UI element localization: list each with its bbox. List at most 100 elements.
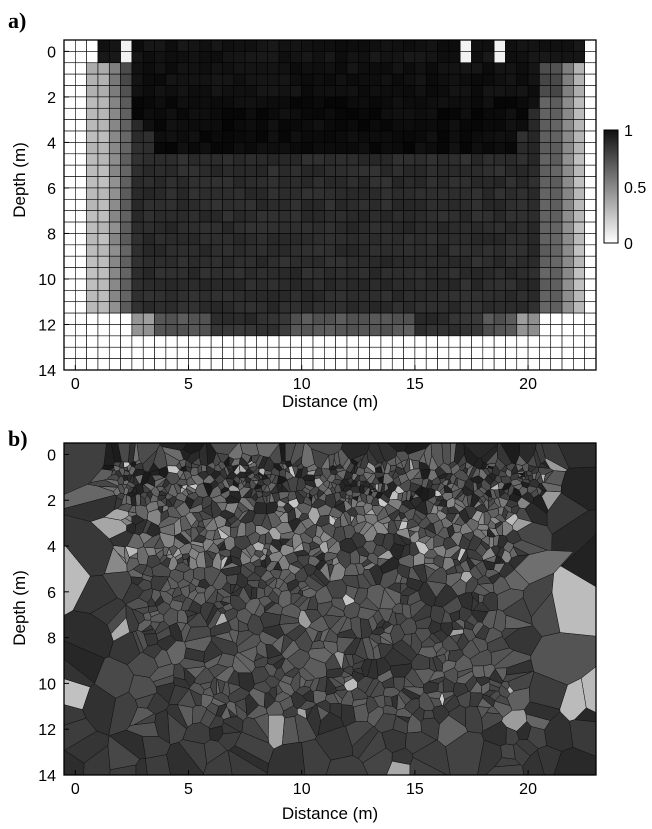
heatmap-cell [380,290,393,303]
heatmap-cell [233,51,246,64]
heatmap-cell [165,255,178,268]
heatmap-cell [256,301,269,314]
heatmap-cell [290,290,303,303]
voronoi-cell [264,675,281,689]
heatmap-cell [493,244,506,257]
heatmap-cell [471,119,484,132]
heatmap-cell [199,164,212,177]
heatmap-cell [584,301,597,314]
heatmap-cell [414,301,427,314]
heatmap-cell [516,176,529,189]
voronoi-cell [412,739,451,775]
heatmap-cell [482,346,495,359]
heatmap-cell [154,107,167,120]
voronoi-cell [272,561,283,571]
heatmap-cell [335,290,348,303]
heatmap-cell [165,221,178,234]
heatmap-cell [301,96,314,109]
heatmap-cell [573,153,585,166]
heatmap-cell [448,335,461,348]
heatmap-cell [335,324,348,337]
voronoi-cell [469,475,485,484]
heatmap-cell [459,210,472,223]
heatmap-cell [459,290,472,303]
panel-b-y-tick-label: 2 [47,493,56,510]
heatmap-cell [176,142,189,155]
heatmap-cell [142,346,155,359]
heatmap-cell [63,85,76,98]
panel-b-x-tick-label: 0 [71,781,80,798]
heatmap-cell [75,267,87,280]
heatmap-cell [120,164,133,177]
heatmap-cell [550,62,563,75]
voronoi-cell [441,610,453,624]
heatmap-cell [539,210,552,223]
heatmap-cell [527,233,540,246]
heatmap-cell [86,267,99,280]
heatmap-cell [233,130,246,143]
heatmap-cell [97,335,110,348]
heatmap-cell [380,130,393,143]
heatmap-cell [222,267,235,280]
heatmap-cell [108,199,121,211]
heatmap-cell [493,107,506,120]
voronoi-cell [202,538,214,552]
heatmap-cell [482,210,495,223]
heatmap-cell [233,255,246,268]
heatmap-cell [324,346,336,359]
panel-a-cells [63,39,597,371]
voronoi-cell [317,601,333,617]
heatmap-cell [357,278,370,291]
heatmap-cell [527,164,540,177]
heatmap-cell [120,51,133,64]
heatmap-cell [527,85,540,98]
voronoi-cell [113,461,121,467]
heatmap-cell [573,130,585,143]
heatmap-cell [324,51,336,64]
voronoi-cell [344,563,359,576]
voronoi-cell [442,694,456,707]
voronoi-cell [448,460,458,469]
heatmap-cell [154,301,167,314]
heatmap-cell [267,255,280,268]
heatmap-cell [391,130,404,143]
heatmap-cell [301,221,314,234]
heatmap-cell [75,358,87,371]
heatmap-cell [131,312,144,325]
heatmap-cell [312,278,325,291]
heatmap-cell [256,221,269,234]
heatmap-cell [86,358,99,371]
heatmap-cell [312,210,325,223]
heatmap-cell [176,290,189,303]
heatmap-cell [244,164,257,177]
heatmap-cell [459,85,472,98]
heatmap-cell [188,244,201,257]
heatmap-cell [312,130,325,143]
heatmap-cell [131,358,144,371]
heatmap-cell [527,255,540,268]
voronoi-cell [247,613,265,636]
heatmap-cell [584,164,597,177]
heatmap-cell [210,221,223,234]
heatmap-cell [346,199,359,211]
heatmap-cell [131,255,144,268]
heatmap-cell [437,130,450,143]
voronoi-cell [305,706,314,720]
heatmap-cell [561,244,574,257]
heatmap-cell [584,290,597,303]
heatmap-cell [222,346,235,359]
panel-a-y-tick-label: 14 [38,363,56,380]
heatmap-cell [403,290,416,303]
heatmap-cell [425,233,438,246]
heatmap-cell [505,290,518,303]
heatmap-cell [516,267,529,280]
heatmap-cell [335,278,348,291]
voronoi-cell [278,680,295,697]
heatmap-cell [425,130,438,143]
voronoi-cell [459,559,471,572]
heatmap-cell [414,176,427,189]
heatmap-cell [584,267,597,280]
heatmap-cell [346,164,359,177]
heatmap-cell [505,96,518,109]
heatmap-cell [516,301,529,314]
